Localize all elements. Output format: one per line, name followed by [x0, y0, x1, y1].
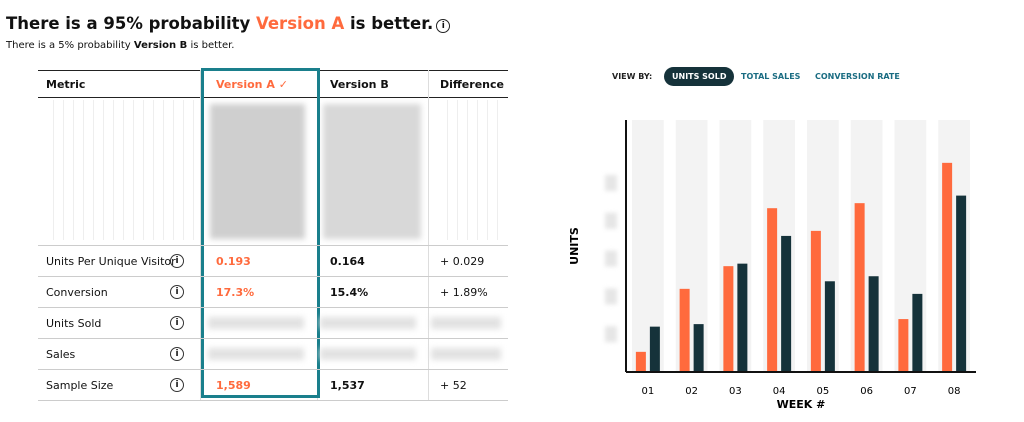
metric-name: Sample Size — [46, 379, 114, 392]
blurred-value — [208, 317, 304, 329]
cell-value: 1,589 — [216, 379, 251, 392]
bar — [767, 208, 778, 372]
y-axis-label: UNITS — [568, 227, 581, 265]
blurred-value — [431, 317, 501, 329]
blurred-value — [431, 348, 501, 360]
x-tick-label: 06 — [860, 386, 873, 397]
blurred-image — [323, 104, 421, 239]
x-axis-label: WEEK # — [777, 398, 826, 411]
bar — [942, 162, 953, 372]
blurred-tick — [605, 288, 617, 305]
cell-value: + 1.89% — [440, 286, 488, 299]
info-icon[interactable]: i — [170, 254, 184, 268]
view-button[interactable]: CONVERSION RATE — [815, 72, 900, 81]
divider — [428, 70, 429, 400]
x-tick-label: 08 — [948, 386, 961, 397]
subtitle-text: is better. — [187, 40, 235, 51]
column-header: Version B — [330, 78, 389, 91]
view-button-active[interactable]: UNITS SOLD — [664, 67, 735, 86]
blurred-tick — [605, 326, 617, 343]
bar — [912, 293, 923, 372]
view-by-label: VIEW BY: — [612, 72, 653, 81]
bar — [854, 203, 865, 372]
column-header: Version A ✓ — [216, 78, 288, 91]
x-tick-label: 05 — [817, 386, 830, 397]
x-tick-label: 03 — [729, 386, 742, 397]
x-tick-label: 04 — [773, 386, 786, 397]
bar — [737, 263, 748, 372]
metric-name: Conversion — [46, 286, 108, 299]
cell-value: 0.193 — [216, 255, 251, 268]
headline: There is a 95% probability Version A is … — [6, 14, 451, 33]
info-icon[interactable]: i — [170, 347, 184, 361]
rule — [38, 97, 508, 98]
info-icon[interactable]: i — [170, 378, 184, 392]
cell-value: + 52 — [440, 379, 467, 392]
bar — [810, 230, 821, 372]
blurred-value — [208, 348, 304, 360]
x-tick-label: 07 — [904, 386, 917, 397]
blurred-image — [210, 104, 305, 239]
bar — [635, 351, 646, 372]
metric-name: Units Sold — [46, 317, 102, 330]
blurred-metric-area — [44, 100, 194, 240]
bar — [898, 319, 909, 372]
blurred-tick — [605, 212, 617, 229]
blurred-value — [320, 317, 416, 329]
metric-name: Sales — [46, 348, 76, 361]
blurred-tick — [605, 175, 617, 191]
cell-value: + 0.029 — [440, 255, 485, 268]
subtitle: There is a 5% probability Version B is b… — [6, 40, 234, 51]
chart: UNITS WEEK # 01 02 03 04 05 06 07 08 — [568, 120, 976, 411]
row-rule — [38, 245, 508, 246]
blurred-diff-area — [438, 100, 498, 240]
bar — [956, 195, 967, 372]
highlight-box — [201, 68, 320, 398]
check-icon: ✓ — [274, 78, 288, 91]
cell-value: 17.3% — [216, 286, 255, 299]
row-rule — [38, 338, 508, 339]
column-header: Difference — [440, 78, 504, 91]
bar — [679, 288, 690, 372]
cell-value: 1,537 — [330, 379, 365, 392]
blurred-value — [320, 348, 416, 360]
subtitle-bold: Version B — [133, 40, 188, 51]
title-text: There is a 95% probability — [6, 14, 256, 33]
title-highlight: Version A — [256, 14, 345, 33]
view-button[interactable]: TOTAL SALES — [741, 72, 801, 81]
title-text: is better. — [344, 14, 434, 33]
bar — [824, 281, 835, 372]
info-icon[interactable]: i — [170, 285, 184, 299]
subtitle-text: There is a 5% probability — [6, 40, 134, 51]
divider — [200, 70, 201, 400]
x-tick-label: 02 — [685, 386, 698, 397]
row-rule — [38, 369, 508, 370]
bar — [649, 326, 660, 372]
cell-value: 15.4% — [330, 286, 369, 299]
bar — [693, 324, 704, 372]
row-rule — [38, 307, 508, 308]
bar — [868, 276, 879, 372]
x-tick-label: 01 — [642, 386, 655, 397]
row-rule — [38, 276, 508, 277]
info-icon[interactable]: i — [436, 19, 451, 33]
blurred-tick — [605, 250, 617, 267]
metric-name: Units Per Unique Visitor — [46, 255, 176, 268]
cell-value: 0.164 — [330, 255, 365, 268]
column-header: Metric — [46, 78, 86, 91]
bar — [781, 235, 792, 372]
row-rule — [38, 400, 508, 401]
info-icon[interactable]: i — [170, 316, 184, 330]
bar — [723, 266, 734, 372]
